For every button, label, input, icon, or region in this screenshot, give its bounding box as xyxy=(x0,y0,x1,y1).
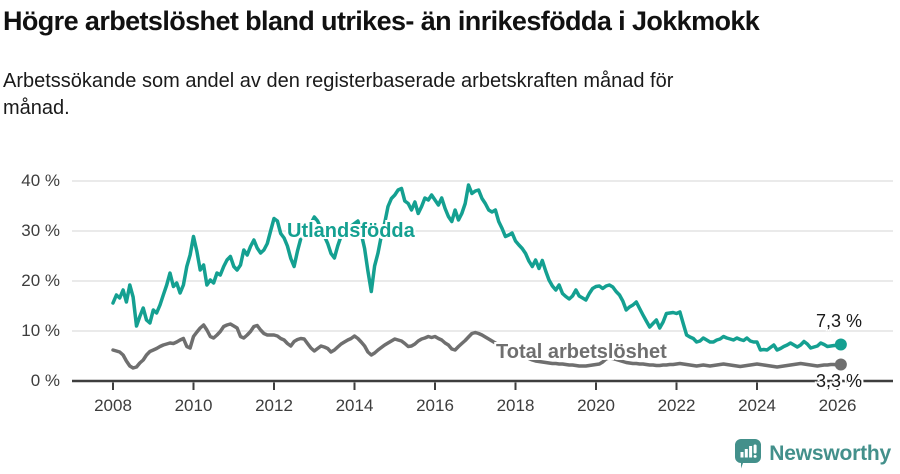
newsworthy-logo: Newsworthy xyxy=(734,438,891,469)
y-tick-label: 0 % xyxy=(30,371,60,390)
series-line xyxy=(111,322,843,370)
x-tick-label: 2020 xyxy=(577,396,615,415)
subtitle-line-1: Arbetssökande som andel av den registerb… xyxy=(3,70,674,92)
series-end-dot xyxy=(834,338,847,351)
series-label-total-arbetsloshet: Total arbetslöshet xyxy=(496,341,667,363)
x-tick-label: 2012 xyxy=(255,396,293,415)
y-tick-label: 30 % xyxy=(21,221,60,240)
x-tick-label: 2008 xyxy=(94,396,132,415)
end-value-label-utlandsfodda: 7,3 % xyxy=(815,311,862,331)
x-tick-label: 2018 xyxy=(496,396,535,415)
series-end-dot xyxy=(834,358,847,371)
end-value-label-total: 3,3 % xyxy=(815,371,862,391)
newsworthy-logo-text: Newsworthy xyxy=(769,441,891,465)
x-tick-label: 2024 xyxy=(738,396,776,415)
x-tick-label: 2022 xyxy=(657,396,696,415)
y-tick-label: 10 % xyxy=(21,321,60,340)
series-line xyxy=(111,183,843,352)
subtitle-line-2: månad. xyxy=(3,97,70,119)
x-tick-label: 2014 xyxy=(335,396,374,415)
y-tick-label: 40 % xyxy=(21,171,60,190)
x-tick-label: 2016 xyxy=(416,396,454,415)
x-tick-label: 2010 xyxy=(174,396,213,415)
y-tick-label: 20 % xyxy=(21,271,60,290)
chart-subtitle: Arbetssökande som andel av den registerb… xyxy=(3,68,863,122)
newsworthy-logo-icon xyxy=(735,439,762,469)
page-title: Högre arbetslöshet bland utrikes- än inr… xyxy=(3,6,760,36)
series-label-utlandsfodda: Utlandsfödda xyxy=(287,220,415,242)
x-tick-label: 2026 xyxy=(818,396,857,415)
